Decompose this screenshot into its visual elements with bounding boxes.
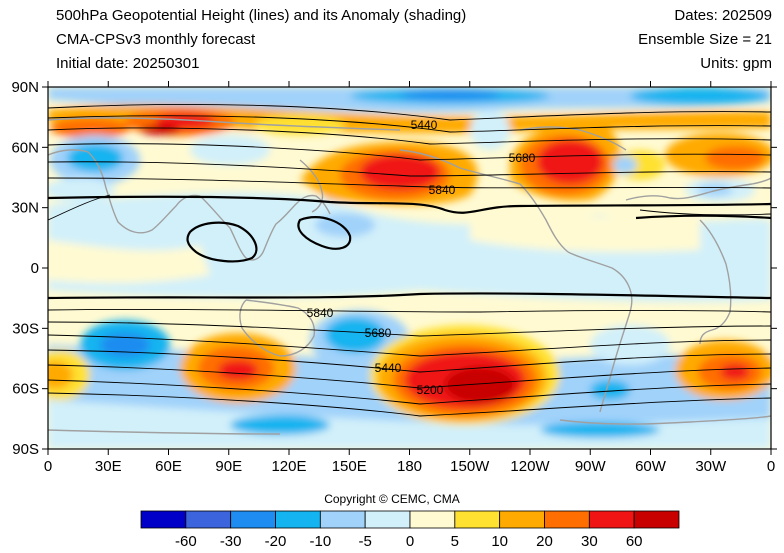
colorbar-label: -60 <box>175 533 197 550</box>
contour-label: 5440 <box>375 361 402 375</box>
svg-text:5440: 5440 <box>375 361 402 375</box>
colorbar-swatch <box>409 510 456 529</box>
initial-date: Initial date: 20250301 <box>56 55 200 72</box>
colorbar-swatch <box>499 510 545 529</box>
lon-tick-label: 90E <box>215 458 242 475</box>
colorbar-label: 0 <box>406 533 414 550</box>
lon-tick-label: 30W <box>695 458 727 475</box>
lon-tick-label: 0 <box>767 458 775 475</box>
coastlines <box>48 117 771 435</box>
lat-tick-label: 30N <box>11 200 39 217</box>
lat-tick-label: 0 <box>31 260 39 277</box>
height-contours <box>48 103 771 417</box>
svg-text:5840: 5840 <box>429 183 456 197</box>
contour-label: 5440 <box>411 118 438 132</box>
colorbar-swatch <box>633 510 680 529</box>
map-plot-area: 5440 5680 5840 5840 5680 5440 5200 <box>48 87 771 449</box>
colorbar: -60 -30 -20 -10 -5 0 5 10 20 30 60 <box>140 510 680 550</box>
lat-tick-label: 90S <box>12 441 39 458</box>
lon-tick-label: 0 <box>44 458 52 475</box>
colorbar-label: -30 <box>220 533 242 550</box>
colorbar-label: 10 <box>491 533 508 550</box>
lon-tick-label: 60W <box>635 458 667 475</box>
colorbar-label: -10 <box>309 533 331 550</box>
contour-label: 5680 <box>365 326 392 340</box>
lon-tick-label: 120W <box>510 458 550 475</box>
lon-tick-label: 150E <box>332 458 367 475</box>
longitude-axis: 0 30E 60E 90E 120E 150E 180 150W 120W 90W 60W 30W 0 <box>44 81 775 475</box>
colorbar-swatch <box>588 510 635 529</box>
latitude-axis: 90N 60N 30N 0 30S 60S 90S <box>11 79 777 458</box>
lon-tick-label: 90W <box>575 458 607 475</box>
model-subtitle: CMA-CPSv3 monthly forecast <box>56 31 256 48</box>
svg-text:5840: 5840 <box>307 306 334 320</box>
contour-labels: 5440 5680 5840 5840 5680 5440 5200 <box>307 118 536 397</box>
map-title: 500hPa Geopotential Height (lines) and i… <box>56 7 467 24</box>
colorbar-label: -5 <box>358 533 371 550</box>
colorbar-swatch <box>140 510 187 529</box>
colorbar-label: 5 <box>451 533 459 550</box>
height-contours-bold <box>48 195 771 300</box>
lon-tick-label: 180 <box>397 458 422 475</box>
colorbar-label: -20 <box>265 533 287 550</box>
svg-text:5200: 5200 <box>417 383 444 397</box>
contour-label: 5200 <box>417 383 444 397</box>
units-label: Units: gpm <box>700 55 772 72</box>
colorbar-swatch <box>454 510 501 529</box>
colorbar-swatch <box>364 510 411 529</box>
colorbar-label: 20 <box>536 533 553 550</box>
lat-tick-label: 30S <box>12 320 39 337</box>
colorbar-swatch <box>319 510 366 529</box>
colorbar-label: 30 <box>581 533 598 550</box>
colorbar-swatch <box>185 510 232 529</box>
lon-tick-label: 120E <box>271 458 306 475</box>
copyright-notice: Copyright © CEMC, CMA <box>324 492 460 506</box>
lat-tick-label: 60N <box>11 139 39 156</box>
colorbar-swatch <box>275 510 321 529</box>
colorbar-label: 60 <box>626 533 643 550</box>
contour-label: 5840 <box>429 183 456 197</box>
lat-tick-label: 90N <box>11 79 39 96</box>
svg-text:5440: 5440 <box>411 118 438 132</box>
lon-tick-label: 30E <box>95 458 122 475</box>
contour-label: 5840 <box>307 306 334 320</box>
svg-text:5680: 5680 <box>509 151 536 165</box>
ensemble-size: Ensemble Size = 21 <box>638 31 772 48</box>
lon-tick-label: 60E <box>155 458 182 475</box>
colorbar-swatch <box>230 510 276 529</box>
lat-tick-label: 60S <box>12 381 39 398</box>
colorbar-swatch <box>544 510 590 529</box>
lon-tick-label: 150W <box>450 458 490 475</box>
forecast-dates: Dates: 202509 <box>674 7 772 24</box>
contour-label: 5680 <box>509 151 536 165</box>
anomaly-shading <box>48 87 771 449</box>
svg-text:5680: 5680 <box>365 326 392 340</box>
